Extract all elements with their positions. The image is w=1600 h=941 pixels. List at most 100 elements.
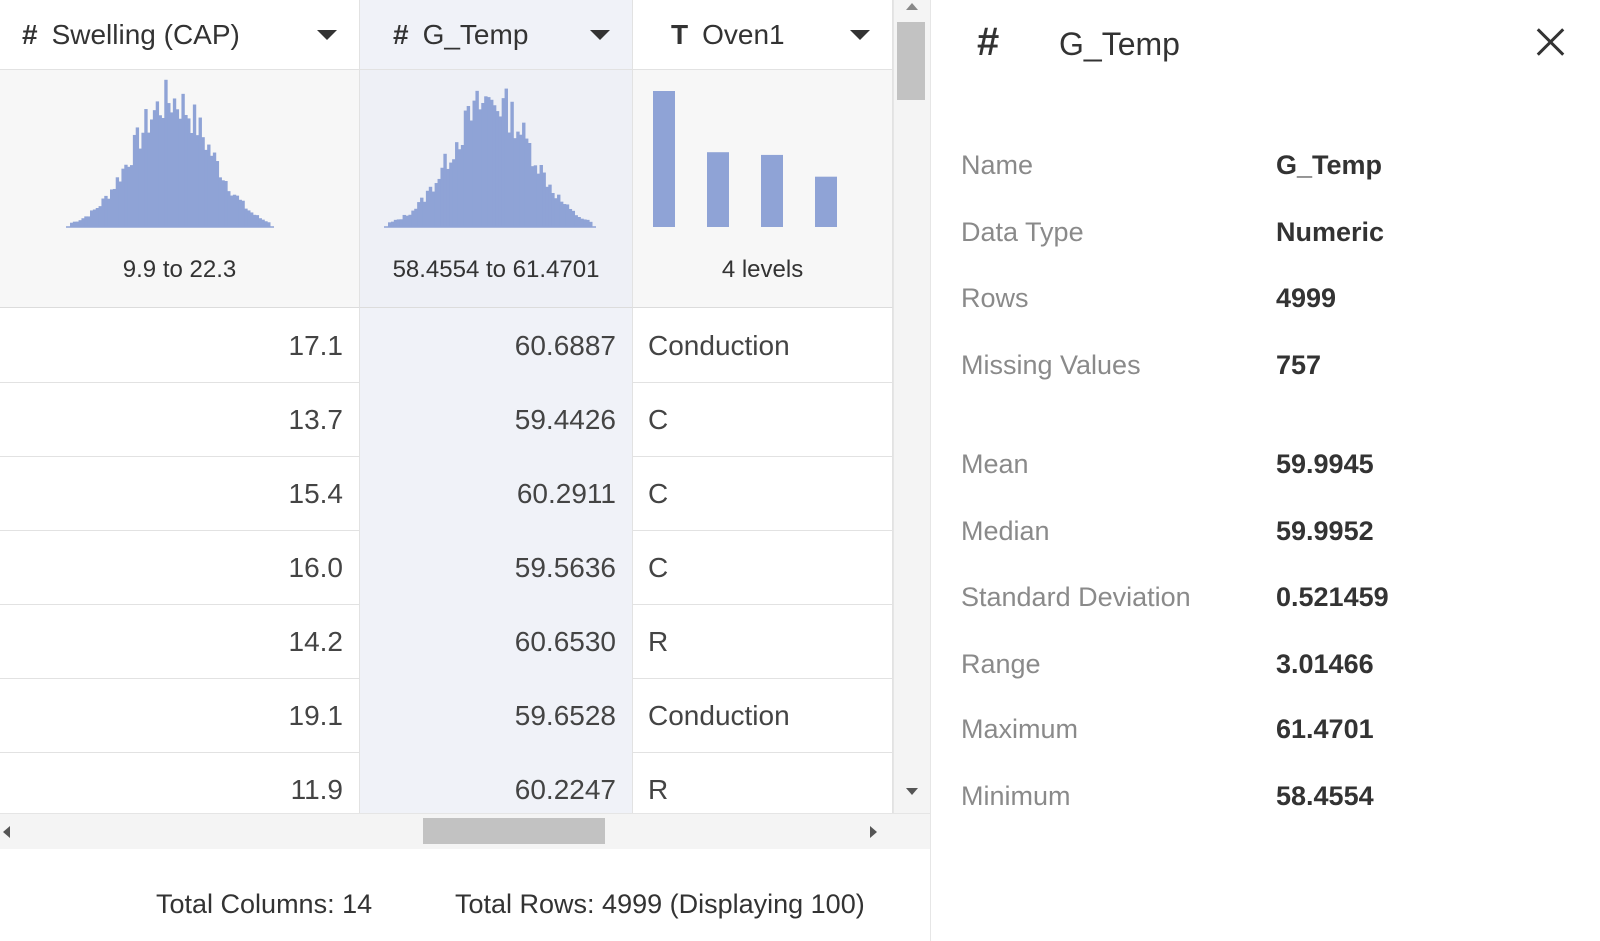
table-cell[interactable]: 13.7	[0, 382, 360, 457]
stat-label: Data Type	[961, 217, 1084, 247]
histogram-bar	[244, 208, 248, 227]
histogram-bar	[261, 219, 265, 227]
histogram-bar	[78, 220, 82, 227]
scroll-right-icon[interactable]	[870, 826, 877, 838]
table-cell[interactable]: 60.6530	[360, 604, 633, 679]
table-cell[interactable]: Conduction	[633, 678, 893, 753]
histogram-bar	[127, 166, 131, 227]
table-cell[interactable]: 60.2911	[360, 456, 633, 531]
vertical-scrollbar[interactable]	[893, 0, 930, 813]
histogram-bar	[422, 201, 427, 227]
table-cell[interactable]: 60.2247	[360, 752, 633, 813]
column-header-swelling[interactable]: # Swelling (CAP)	[0, 0, 360, 70]
table-cell[interactable]: R	[633, 604, 893, 679]
column-summary-oven1[interactable]: 4 levels	[633, 70, 893, 308]
histogram-bar	[238, 199, 242, 227]
histogram-bar	[221, 180, 225, 227]
horizontal-scrollbar[interactable]	[0, 813, 930, 849]
table-cell[interactable]: 11.9	[0, 752, 360, 813]
histogram-bar	[232, 194, 237, 227]
summary-range: 58.4554 to 61.4701	[392, 256, 600, 283]
data-grid: # Swelling (CAP) # G_Temp T Oven1 9.9 to…	[0, 0, 930, 919]
histogram-bar	[548, 184, 552, 227]
scroll-left-icon[interactable]	[3, 826, 10, 838]
histogram-bar	[175, 109, 180, 227]
histogram-bar	[81, 218, 85, 227]
panel-title: G_Temp	[1059, 26, 1180, 62]
table-cell[interactable]: R	[633, 752, 893, 813]
table-row[interactable]: 16.0 59.5636 C	[0, 530, 893, 605]
scroll-thumb[interactable]	[897, 22, 925, 100]
histogram-bar	[586, 219, 590, 227]
histogram-bar	[417, 202, 421, 227]
level-bar	[707, 152, 729, 227]
histogram-bar	[545, 186, 549, 227]
histogram-bar	[565, 204, 570, 227]
table-cell[interactable]: Conduction	[633, 308, 893, 383]
histogram-bar	[207, 144, 211, 227]
histogram-bar	[554, 198, 558, 227]
column-summary-g-temp[interactable]: 58.4554 to 61.4701	[360, 70, 633, 308]
histogram-bar	[577, 216, 581, 227]
chevron-down-icon[interactable]	[317, 29, 337, 40]
table-cell[interactable]: 14.2	[0, 604, 360, 679]
histogram-bar	[463, 110, 468, 227]
table-row[interactable]: 15.4 60.2911 C	[0, 456, 893, 531]
table-cell[interactable]: C	[633, 456, 893, 531]
histogram-bar	[112, 188, 117, 227]
histogram-bar	[498, 116, 503, 227]
histogram-bar	[478, 109, 482, 227]
histogram-bar	[135, 127, 140, 227]
chevron-down-icon[interactable]	[590, 29, 610, 40]
table-cell[interactable]: 60.6887	[360, 308, 633, 383]
table-cell[interactable]: C	[633, 382, 893, 457]
histogram-bar	[524, 138, 529, 227]
histogram-bar	[440, 167, 444, 227]
scroll-thumb[interactable]	[423, 818, 605, 844]
table-cell[interactable]: 59.4426	[360, 382, 633, 457]
table-cell[interactable]: 19.1	[0, 678, 360, 753]
histogram-bar	[247, 210, 251, 227]
column-header-g-temp[interactable]: # G_Temp	[360, 0, 633, 70]
table-cell[interactable]: 16.0	[0, 530, 360, 605]
total-rows: Total Rows: 4999 (Displaying 100)	[455, 889, 865, 919]
histogram-bar	[92, 209, 97, 227]
table-cell[interactable]: 59.5636	[360, 530, 633, 605]
histogram-bar	[212, 152, 217, 227]
histogram-bar	[408, 214, 412, 227]
table-cell[interactable]: 15.4	[0, 456, 360, 531]
stat-value: 61.4701	[1276, 714, 1374, 744]
histogram-bar	[107, 198, 111, 227]
column-summary-swelling[interactable]: 9.9 to 22.3	[0, 70, 360, 308]
close-icon[interactable]	[1531, 22, 1571, 62]
histogram-bar	[75, 221, 80, 227]
histogram-bar	[250, 212, 254, 227]
histogram-bar	[516, 131, 520, 227]
histogram-bar	[490, 99, 494, 227]
level-bar	[653, 91, 675, 227]
table-cell[interactable]: 59.6528	[360, 678, 633, 753]
table-row[interactable]: 13.7 59.4426 C	[0, 382, 893, 457]
table-cell[interactable]: 17.1	[0, 308, 360, 383]
table-row[interactable]: 14.2 60.6530 R	[0, 604, 893, 679]
histogram-bar	[164, 79, 168, 227]
histogram-bar	[414, 208, 418, 227]
scroll-up-icon[interactable]	[906, 3, 918, 10]
scroll-down-icon[interactable]	[906, 788, 918, 795]
histogram-bar	[568, 208, 573, 227]
histogram-bar	[224, 181, 228, 227]
histogram-bar	[110, 189, 114, 227]
histogram-bar	[252, 214, 257, 227]
table-cell[interactable]: C	[633, 530, 893, 605]
histogram-bar	[519, 134, 523, 227]
histogram-bar	[187, 118, 191, 227]
histogram-bar	[583, 219, 587, 227]
column-header-oven1[interactable]: T Oven1	[633, 0, 893, 70]
column-header-label: G_Temp	[422, 18, 529, 50]
histogram-bar	[141, 132, 145, 227]
table-row[interactable]: 11.9 60.2247 R	[0, 752, 893, 813]
histogram-bar	[95, 207, 100, 227]
chevron-down-icon[interactable]	[850, 29, 870, 40]
table-row[interactable]: 19.1 59.6528 Conduction	[0, 678, 893, 753]
table-row[interactable]: 17.1 60.6887 Conduction	[0, 308, 893, 383]
